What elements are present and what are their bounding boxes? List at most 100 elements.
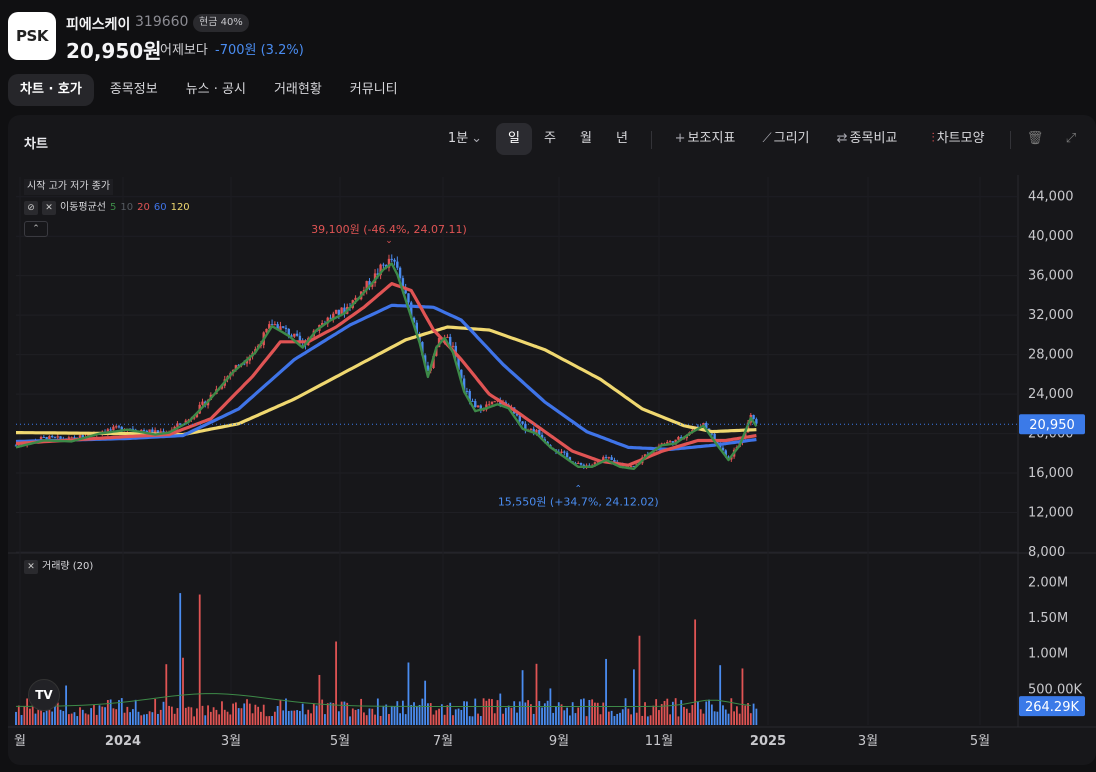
volume-bar [34, 713, 37, 725]
volume-bar [432, 714, 435, 725]
volume-bar [619, 712, 621, 725]
tab-news[interactable]: 뉴스 · 공시 [185, 82, 246, 97]
stock-name[interactable]: 피에스케이 [66, 17, 131, 33]
candle-body [298, 335, 302, 342]
ma-legend: ⊘ ✕ 이동평균선 5 10 20 60 120 [24, 200, 190, 216]
candle-body [14, 445, 18, 447]
candle-body [393, 259, 396, 262]
expand-icon[interactable]: ⤢ [1065, 131, 1077, 146]
x-tick-label: 2024 [105, 734, 141, 749]
interval-select[interactable]: 1분 ⌄ [444, 123, 488, 155]
tab-community[interactable]: 커뮤니티 [349, 82, 398, 97]
volume-bar [207, 705, 209, 725]
volume-bar [173, 713, 176, 725]
tab-chart-orderbook[interactable]: 차트 · 호가 [8, 74, 94, 106]
candle-body [39, 436, 43, 441]
candle-body [151, 429, 154, 434]
candle-body [148, 429, 151, 433]
volume-bar [585, 716, 588, 725]
volume-bar [577, 707, 580, 725]
candle-body [457, 356, 460, 370]
volume-bar [293, 710, 296, 725]
candle-body [415, 322, 418, 334]
current-volume-tag [1019, 696, 1085, 717]
candle-body [56, 436, 59, 438]
candle-body [563, 451, 566, 453]
volume-bar [312, 703, 315, 725]
trash-icon[interactable]: 🗑 [1026, 131, 1044, 146]
candle-body [755, 419, 758, 424]
volume-bar [488, 698, 491, 725]
candle-body [337, 309, 341, 316]
volume-bar [204, 715, 207, 725]
y-tick-label: 8,000 [1028, 545, 1065, 560]
candle-body [273, 324, 277, 326]
period-day[interactable]: 일 [496, 123, 532, 155]
candle-body [610, 457, 613, 461]
y-tick-label: 40,000 [1028, 229, 1074, 244]
volume-bar [633, 669, 635, 725]
period-week[interactable]: 주 [544, 131, 556, 146]
stock-header: PSK 피에스케이 319660 현금 40% 20,950원 어제보다 -70… [0, 0, 1096, 70]
volume-bar [310, 713, 312, 725]
volume-bar [90, 708, 93, 725]
volume-bar [104, 707, 106, 725]
candle-body [607, 457, 611, 459]
volume-bar [446, 705, 449, 725]
period-year[interactable]: 년 [616, 131, 628, 146]
candle-body [142, 430, 146, 432]
volume-bar [560, 704, 563, 725]
close-icon[interactable]: ✕ [42, 201, 56, 215]
volume-bar [535, 663, 538, 725]
chevron-up-icon[interactable]: ⌃ [24, 221, 48, 237]
volume-bar [724, 709, 727, 725]
compare-button[interactable]: ⇄ 종목비교 [830, 123, 904, 155]
volume-bar [234, 702, 237, 725]
ma-label: 이동평균선 [60, 202, 106, 213]
tab-trading[interactable]: 거래현황 [273, 82, 322, 97]
draw-button[interactable]: ⟋ 그리기 [756, 123, 816, 155]
candle-body [70, 437, 73, 439]
volume-tick-label: 500.00K [1028, 682, 1082, 697]
interval-label: 1분 [447, 131, 469, 146]
toolbar-divider-2 [1010, 131, 1011, 149]
volume-bar [563, 710, 566, 725]
period-month[interactable]: 월 [580, 131, 592, 146]
volume-bar [727, 713, 730, 725]
volume-bar [340, 701, 343, 725]
candle-body [613, 460, 616, 462]
price-chart[interactable]: 44,00040,00036,00032,00028,00024,00020,0… [8, 115, 1096, 765]
candle-body [518, 415, 521, 422]
volume-bar [674, 698, 677, 725]
volume-bar [170, 706, 173, 725]
volume-bar [145, 714, 148, 725]
volume-bar [443, 714, 446, 725]
x-tick-label: 2025 [750, 734, 786, 749]
volume-bar [48, 707, 51, 725]
volume-bar [229, 714, 232, 725]
eye-off-icon[interactable]: ⊘ [24, 201, 38, 215]
volume-bar [123, 712, 126, 725]
indicators-button[interactable]: + 보조지표 [668, 123, 742, 155]
volume-bar [660, 704, 663, 725]
chart-style-button[interactable]: ⫶ 차트모양 [918, 123, 998, 155]
candle-body [524, 423, 527, 431]
candle-body [53, 436, 57, 438]
volume-bar [502, 713, 504, 725]
candle-body [159, 431, 162, 433]
ohlc-legend: 시작 고가 저가 종가 [24, 179, 114, 195]
volume-bar [516, 712, 518, 725]
tab-stock-info[interactable]: 종목정보 [109, 82, 158, 97]
volume-bar [552, 712, 555, 725]
stock-logo-text: PSK [16, 27, 48, 45]
candle-body [629, 466, 633, 468]
volume-close-icon[interactable]: ✕ [24, 560, 38, 574]
candle-body [451, 345, 455, 347]
candle-body [449, 336, 452, 347]
candle-body [604, 457, 608, 459]
volume-bar [126, 706, 129, 725]
candle-body [705, 422, 708, 429]
volume-bar [285, 698, 287, 725]
tradingview-logo[interactable]: TV [28, 679, 60, 711]
candle-body [293, 333, 296, 337]
